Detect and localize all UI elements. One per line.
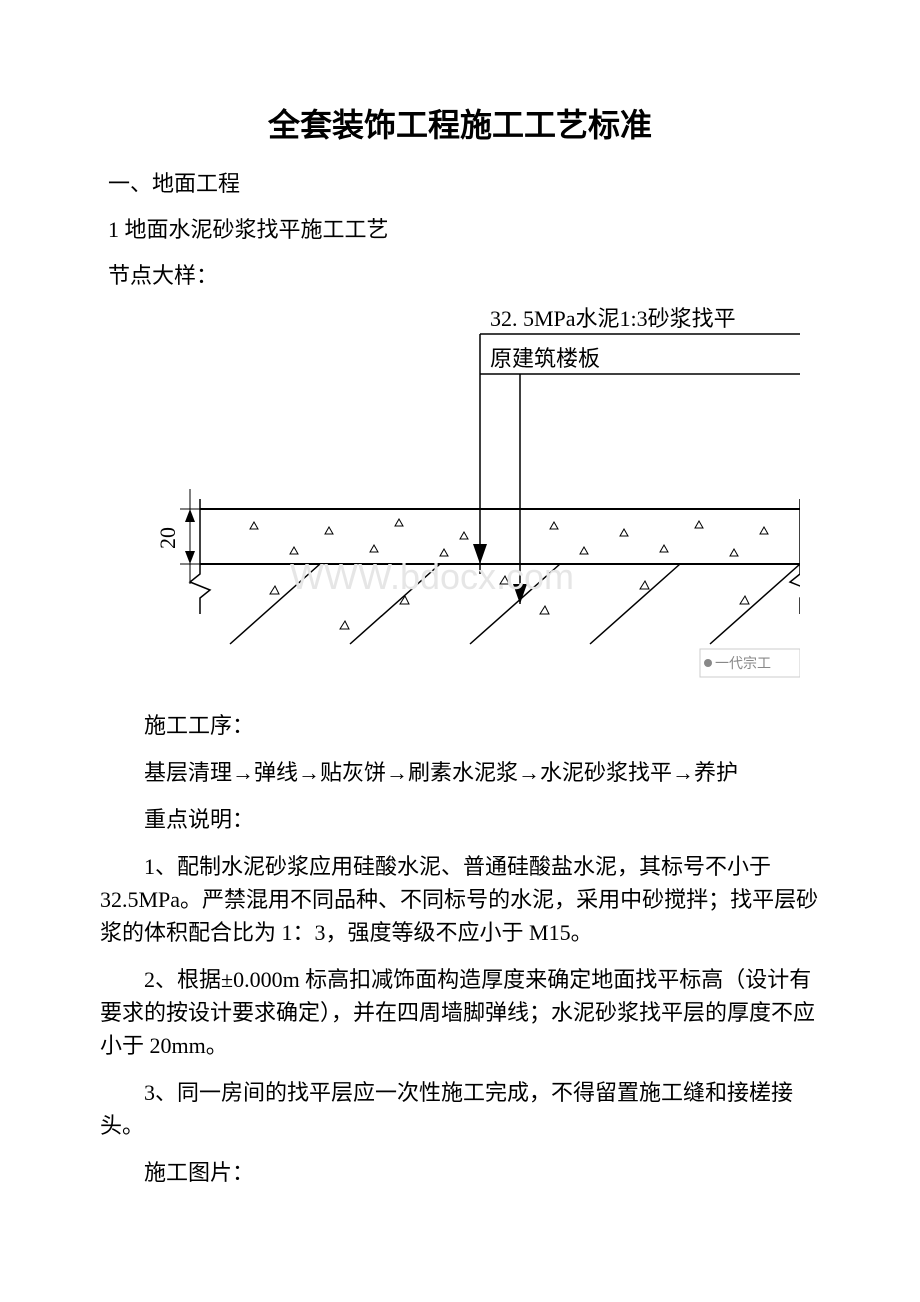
sub-heading-1: 1 地面水泥砂浆找平施工工艺 bbox=[108, 212, 820, 244]
diagram-corner-label: 一代宗工 bbox=[715, 656, 771, 672]
diagram-watermark: WWW.bdocx.com bbox=[290, 556, 574, 597]
diagram-label-top: 32. 5MPa水泥1:3砂浆找平 bbox=[490, 306, 736, 331]
gongxu-label: 施工工序： bbox=[100, 709, 820, 742]
paragraph-2: 2、根据±0.000m 标高扣减饰面构造厚度来确定地面找平标高（设计有要求的按设… bbox=[100, 963, 820, 1062]
jiedian-label: 节点大样： bbox=[108, 258, 820, 290]
diagram-svg: 32. 5MPa水泥1:3砂浆找平 原建筑楼板 20 bbox=[140, 304, 800, 684]
diagram-dim-20: 20 bbox=[155, 527, 180, 549]
tupian-label: 施工图片： bbox=[100, 1156, 820, 1189]
page-title: 全套装饰工程施工工艺标准 bbox=[100, 100, 820, 146]
paragraph-3: 3、同一房间的找平层应一次性施工完成，不得留置施工缝和接槎接头。 bbox=[100, 1076, 820, 1142]
gongxu-text: 基层清理→弹线→贴灰饼→刷素水泥浆→水泥砂浆找平→养护 bbox=[100, 756, 820, 789]
section-diagram: 32. 5MPa水泥1:3砂浆找平 原建筑楼板 20 bbox=[140, 304, 820, 689]
diagram-aggregate-top bbox=[250, 519, 768, 556]
zhongdian-label: 重点说明： bbox=[100, 803, 820, 836]
paragraph-1: 1、配制水泥砂浆应用硅酸水泥、普通硅酸盐水泥，其标号不小于 32.5MPa。严禁… bbox=[100, 850, 820, 949]
diagram-label-mid: 原建筑楼板 bbox=[490, 346, 600, 371]
section-heading-1: 一、地面工程 bbox=[108, 166, 820, 198]
